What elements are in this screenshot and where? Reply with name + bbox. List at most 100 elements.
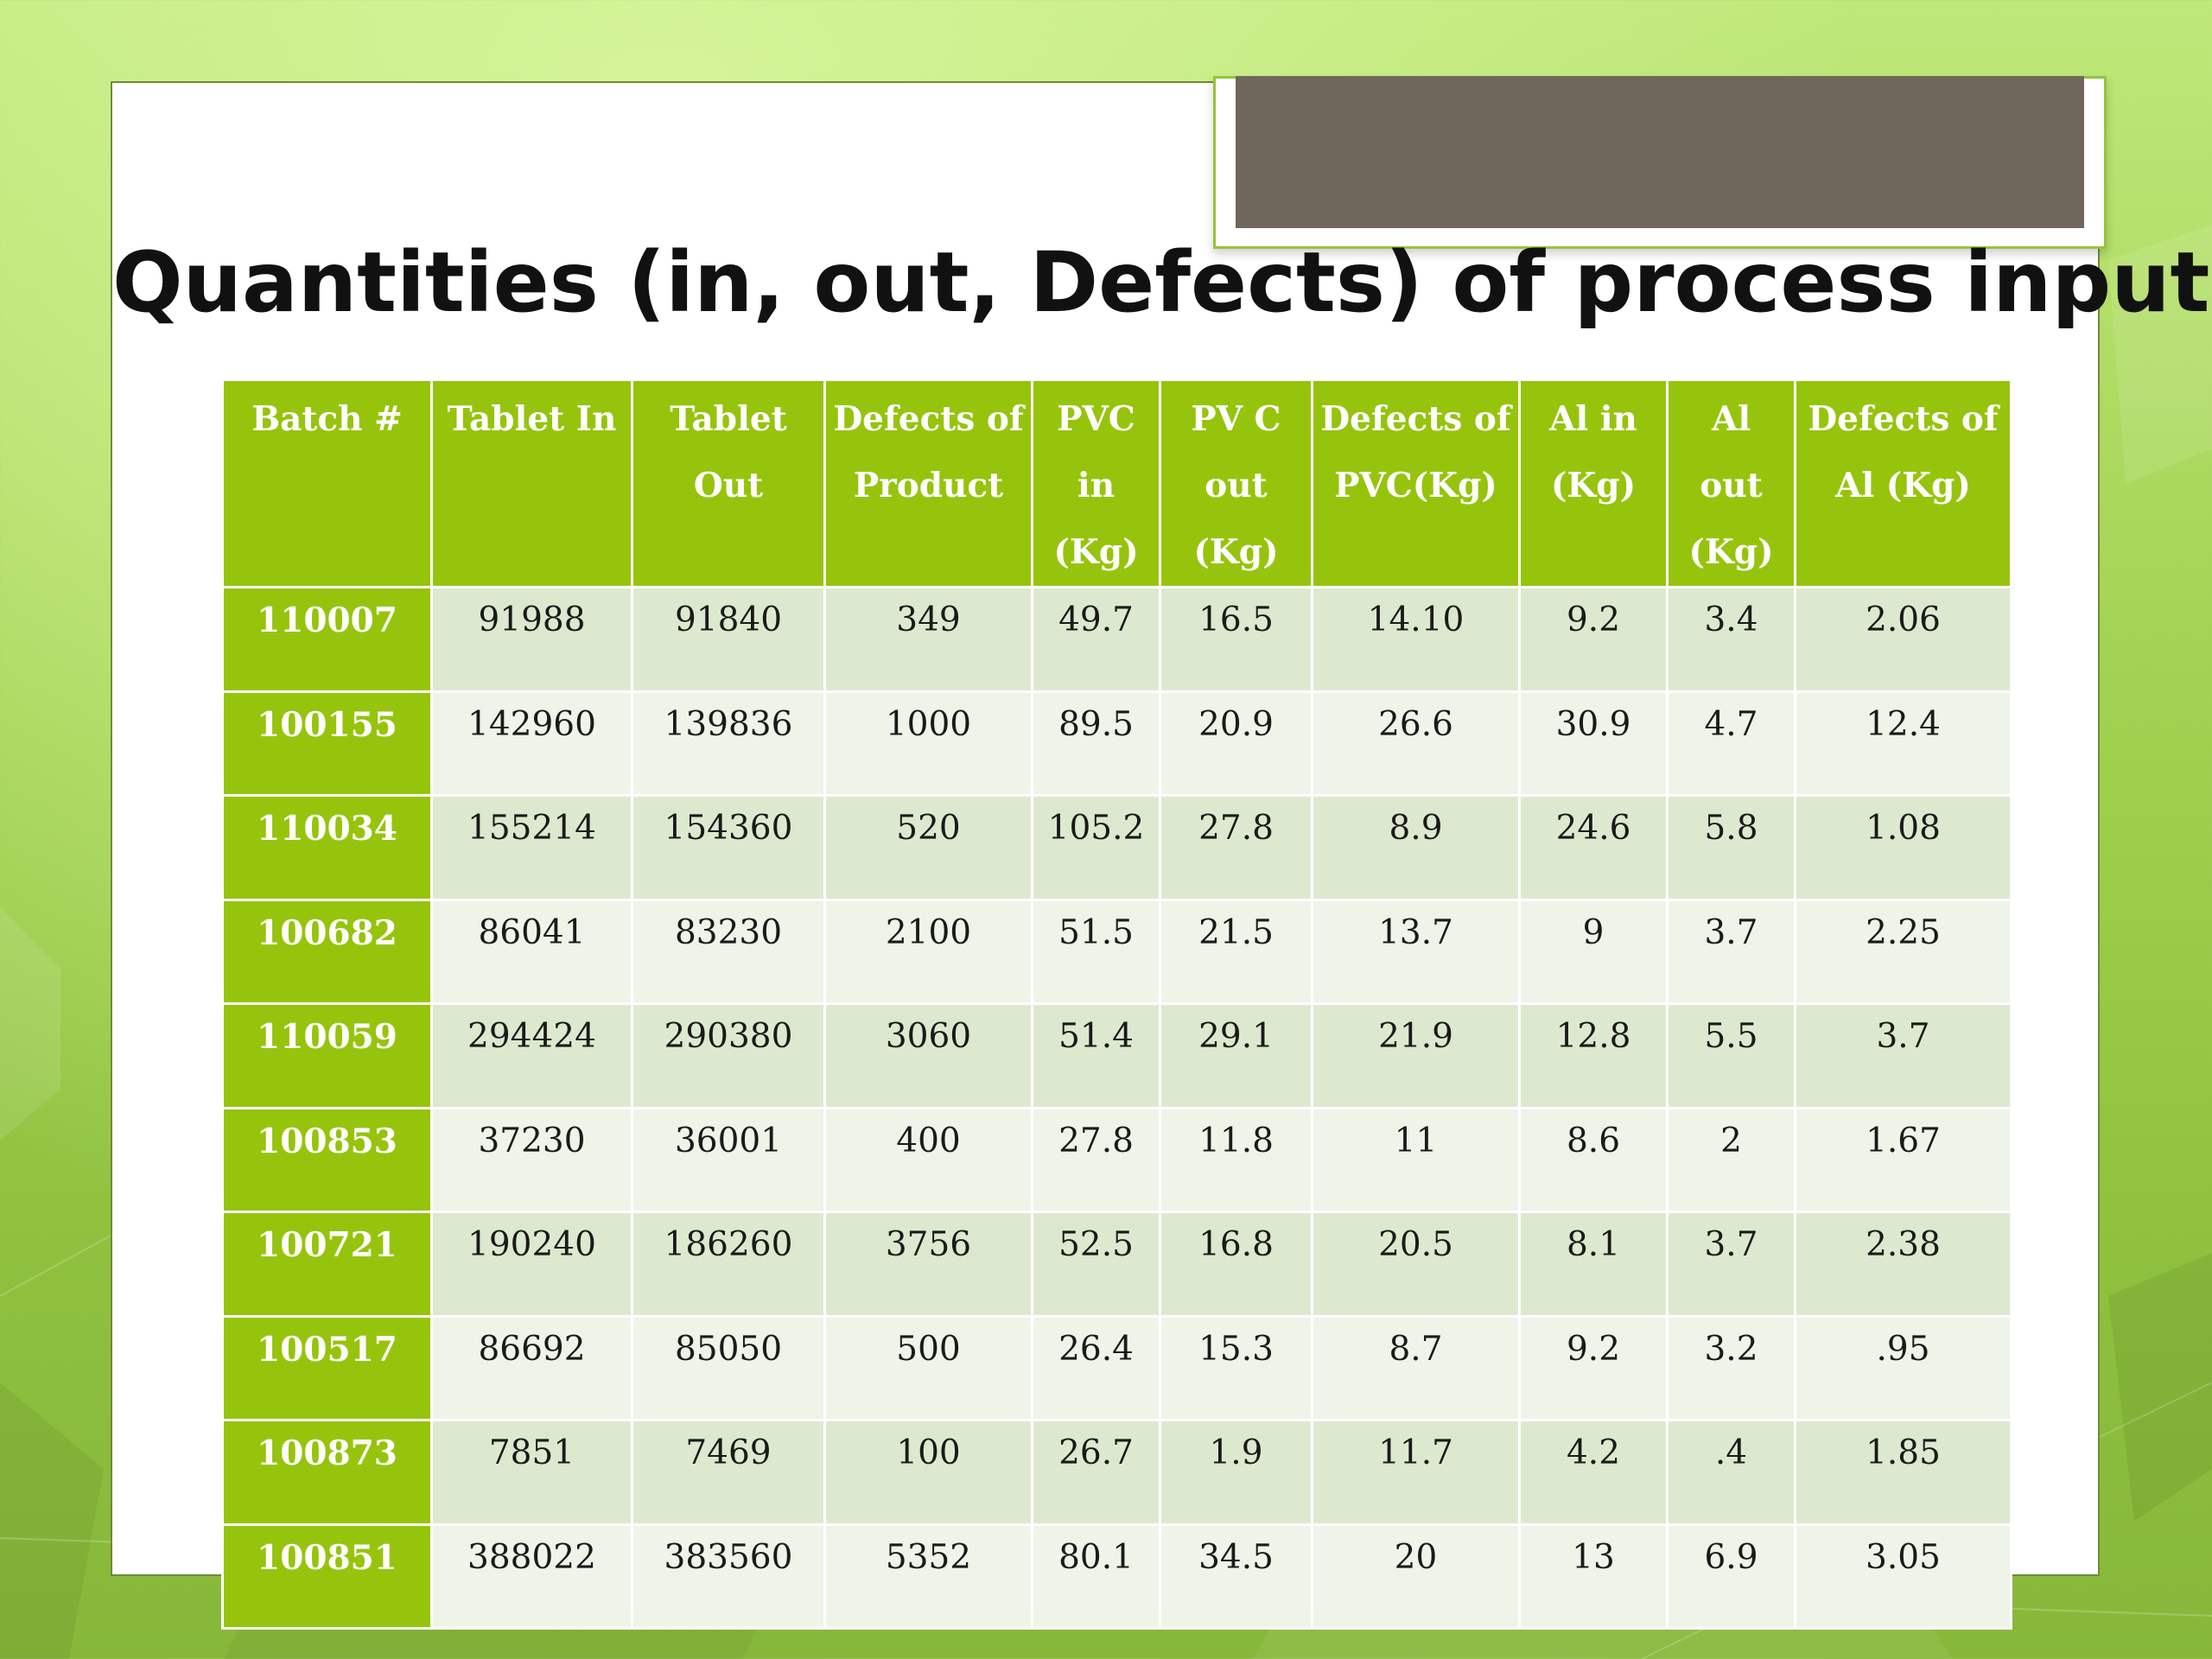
table-cell: 155214 xyxy=(430,794,633,901)
table-cell: 190240 xyxy=(430,1211,633,1318)
column-header-al-in: Al in (Kg) xyxy=(1518,378,1669,588)
table-cell: 20 xyxy=(1311,1522,1521,1630)
batch-number-cell: 110059 xyxy=(221,1002,433,1109)
table-cell: 1.85 xyxy=(1794,1419,2012,1526)
table-cell: 7851 xyxy=(430,1419,633,1526)
table-cell: 2.06 xyxy=(1794,586,2012,693)
table-cell: .4 xyxy=(1666,1419,1796,1526)
table-cell: 20.9 xyxy=(1159,690,1313,797)
table-cell: 11.7 xyxy=(1311,1419,1521,1526)
table-cell: 3060 xyxy=(823,1002,1033,1109)
table-cell: 11.8 xyxy=(1159,1106,1313,1213)
table-cell: 51.4 xyxy=(1031,1002,1161,1109)
table-cell: 89.5 xyxy=(1031,690,1161,797)
table-cell: 85050 xyxy=(631,1314,826,1421)
table-cell: 3.7 xyxy=(1666,1211,1796,1318)
table-row: 100853 37230 36001 400 27.8 11.8 11 8.6 2 1.67 xyxy=(221,1106,2012,1213)
column-header-batch: Batch # xyxy=(221,378,433,588)
table-cell: 400 xyxy=(823,1106,1033,1213)
table-cell: 49.7 xyxy=(1031,586,1161,693)
table-cell: 15.3 xyxy=(1159,1314,1313,1421)
column-header-defects-product: Defects of Product xyxy=(823,378,1033,588)
table-cell: 1000 xyxy=(823,690,1033,797)
table-cell: 26.7 xyxy=(1031,1419,1161,1526)
table-cell: 294424 xyxy=(430,1002,633,1109)
table-cell: 16.8 xyxy=(1159,1211,1313,1318)
table-cell: 3.05 xyxy=(1794,1522,2012,1630)
table-cell: 105.2 xyxy=(1031,794,1161,901)
table-cell: 24.6 xyxy=(1518,794,1669,901)
table-cell: 30.9 xyxy=(1518,690,1669,797)
table-cell: 142960 xyxy=(430,690,633,797)
batch-number-cell: 100682 xyxy=(221,898,433,1005)
table-cell: 1.67 xyxy=(1794,1106,2012,1213)
table-cell: 21.5 xyxy=(1159,898,1313,1005)
table-cell: 83230 xyxy=(631,898,826,1005)
table-cell: 2 xyxy=(1666,1106,1796,1213)
column-header-defects-pvc: Defects of PVC(Kg) xyxy=(1311,378,1521,588)
batch-number-cell: 100721 xyxy=(221,1211,433,1318)
table-cell: 29.1 xyxy=(1159,1002,1313,1109)
table-row: 100517 86692 85050 500 26.4 15.3 8.7 9.2 3.2.95 xyxy=(221,1314,2012,1421)
table-cell: 5352 xyxy=(823,1522,1033,1630)
table-row: 100155 142960 139836 1000 89.5 20.9 26.6 30.9 4.… xyxy=(221,690,2012,797)
table-row: 100873 7851 7469 100 26.7 1.9 11.7 4.2.4 1.85 xyxy=(221,1419,2012,1526)
table-cell: 500 xyxy=(823,1314,1033,1421)
batch-number-cell: 100155 xyxy=(221,690,433,797)
slide-panel: Quantities (in, out, Defects) of process… xyxy=(111,76,2212,1630)
table-row: 100682 86041 83230 2100 51.5 21.5 13.7 9 3.7 2.25 xyxy=(221,898,2012,1005)
table-cell: 139836 xyxy=(631,690,826,797)
table-cell: 12.4 xyxy=(1794,690,2012,797)
table-cell: 3.7 xyxy=(1666,898,1796,1005)
table-cell: 388022 xyxy=(430,1522,633,1630)
table-cell: 91988 xyxy=(430,586,633,693)
table-cell: 9.2 xyxy=(1518,586,1669,693)
table-cell: 14.10 xyxy=(1311,586,1521,693)
table-cell: 154360 xyxy=(631,794,826,901)
table-cell: 8.1 xyxy=(1518,1211,1669,1318)
batch-number-cell: 110007 xyxy=(221,586,433,693)
batch-number-cell: 100873 xyxy=(221,1419,433,1526)
table-row: 100851 388022 383560 5352 80.1 34.5 20 13 6.9 3.0… xyxy=(221,1522,2012,1630)
table-cell: 16.5 xyxy=(1159,586,1313,693)
table-cell: 100 xyxy=(823,1419,1033,1526)
table-cell: 4.2 xyxy=(1518,1419,1669,1526)
table-cell: 8.6 xyxy=(1518,1106,1669,1213)
batch-number-cell: 100517 xyxy=(221,1314,433,1421)
table-cell: 37230 xyxy=(430,1106,633,1213)
table-row: 100721 190240 186260 3756 52.5 16.8 20.5 8.1 3.7… xyxy=(221,1211,2012,1318)
table-cell: 3.4 xyxy=(1666,586,1796,693)
table-cell: 86692 xyxy=(430,1314,633,1421)
table-cell: 13.7 xyxy=(1311,898,1521,1005)
batch-number-cell: 100853 xyxy=(221,1106,433,1213)
table-cell: .95 xyxy=(1794,1314,2012,1421)
table-cell: 383560 xyxy=(631,1522,826,1630)
table-cell: 34.5 xyxy=(1159,1522,1313,1630)
quantities-table: Batch # Tablet In Tablet Out Defects of … xyxy=(221,378,2012,1630)
table-cell: 3.7 xyxy=(1794,1002,2012,1109)
batch-number-cell: 100851 xyxy=(221,1522,433,1630)
table-cell: 7469 xyxy=(631,1419,826,1526)
table-cell: 1.9 xyxy=(1159,1419,1313,1526)
table-cell: 11 xyxy=(1311,1106,1521,1213)
table-body: 110007 91988 91840 349 49.7 16.5 14.10 9.2 3.4 2.… xyxy=(221,586,2012,1630)
column-header-defects-al: Defects of Al (Kg) xyxy=(1794,378,2012,588)
column-header-pvc-out: PV C out (Kg) xyxy=(1159,378,1313,588)
table-cell: 86041 xyxy=(430,898,633,1005)
table-cell: 2.38 xyxy=(1794,1211,2012,1318)
column-header-tablet-out: Tablet Out xyxy=(631,378,826,588)
table-row: 110034 155214 154360 520 105.2 27.8 8.9 24.6 5.8… xyxy=(221,794,2012,901)
slide-title: Quantities (in, out, Defects) of process… xyxy=(112,234,2212,331)
table-cell: 9.2 xyxy=(1518,1314,1669,1421)
table-row: 110007 91988 91840 349 49.7 16.5 14.10 9.2 3.4 2.… xyxy=(221,586,2012,693)
header-plate-fill xyxy=(1236,76,2084,228)
table-cell: 520 xyxy=(823,794,1033,901)
table-cell: 51.5 xyxy=(1031,898,1161,1005)
table-cell: 8.7 xyxy=(1311,1314,1521,1421)
table-cell: 5.5 xyxy=(1666,1002,1796,1109)
table-cell: 290380 xyxy=(631,1002,826,1109)
table-cell: 20.5 xyxy=(1311,1211,1521,1318)
batch-number-cell: 110034 xyxy=(221,794,433,901)
table-cell: 12.8 xyxy=(1518,1002,1669,1109)
table-cell: 5.8 xyxy=(1666,794,1796,901)
